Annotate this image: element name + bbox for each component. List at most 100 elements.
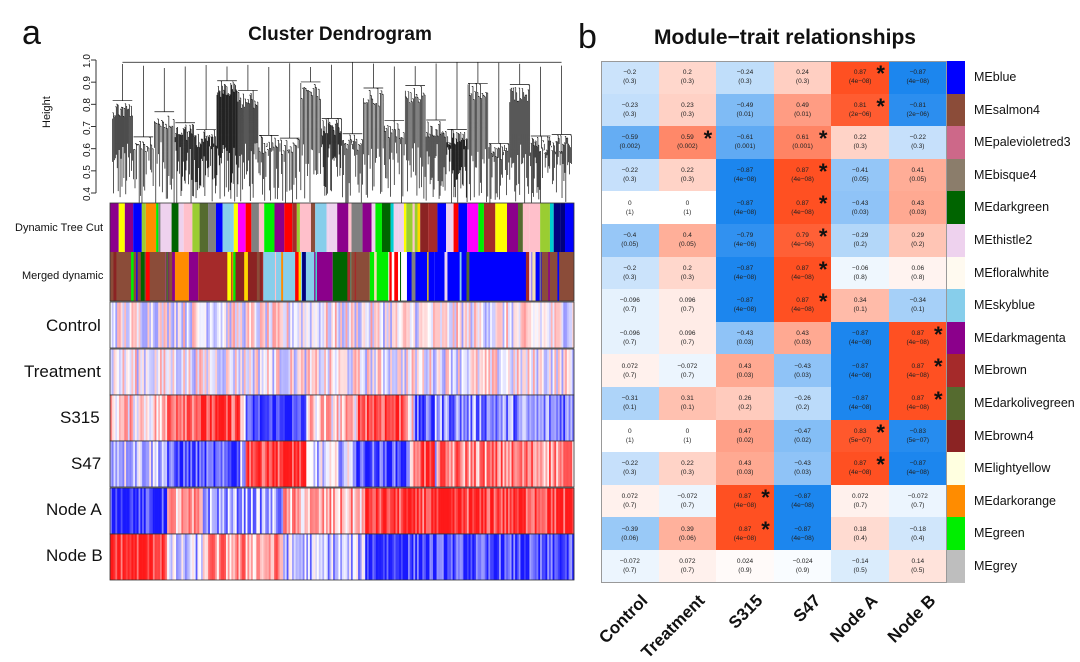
trait-heat-stripe xyxy=(313,488,316,534)
trait-heat-stripe xyxy=(543,441,546,487)
trait-heat-stripe xyxy=(416,302,420,348)
trait-heat-stripe xyxy=(120,534,123,580)
trait-heat-stripe xyxy=(190,302,193,348)
trait-heat-stripe xyxy=(229,441,232,487)
cell-pvalue: (0.1) xyxy=(911,306,925,314)
trait-heat-stripe xyxy=(234,488,238,534)
trait-heat-stripe xyxy=(127,395,130,441)
trait-heat-stripe xyxy=(374,395,377,441)
trait-heat-stripe xyxy=(509,441,512,487)
trait-heat-stripe xyxy=(206,441,209,487)
trait-heat-stripe xyxy=(270,534,273,580)
trait-heat-stripe xyxy=(127,534,130,580)
trait-heat-stripe xyxy=(265,395,268,441)
trait-heat-stripe xyxy=(322,349,325,395)
heatmap-cell: −0.87 (4e−08) xyxy=(716,289,774,322)
trait-heat-stripe xyxy=(193,441,196,487)
trait-heat-stripe xyxy=(218,395,221,441)
trait-heat-stripe xyxy=(336,349,339,395)
trait-heat-stripe xyxy=(406,441,409,487)
trait-heat-stripe xyxy=(336,441,339,487)
cell-pvalue: (0.02) xyxy=(794,436,812,444)
trait-heat-stripe xyxy=(450,534,453,580)
module-color-swatch xyxy=(946,550,965,583)
cell-pvalue: (0.01) xyxy=(794,110,812,118)
trait-heat-stripe xyxy=(140,534,143,580)
trait-heat-stripe xyxy=(167,534,170,580)
significance-star: * xyxy=(876,61,885,86)
trait-heat-stripe xyxy=(270,302,273,348)
heatmap-cell: 0.87 (4e−08) * xyxy=(716,517,774,550)
trait-heat-stripe xyxy=(374,349,377,395)
trait-heat-stripe xyxy=(197,302,200,348)
trait-heat-stripe xyxy=(181,488,184,534)
trait-heat-stripe xyxy=(195,534,198,580)
trait-heat-stripe xyxy=(433,488,436,534)
cell-correlation: 0.072 xyxy=(852,493,869,501)
trait-heat-stripe xyxy=(429,302,432,348)
trait-heat-stripe xyxy=(195,441,198,487)
cell-correlation: −0.4 xyxy=(623,232,637,240)
trait-heat-stripe xyxy=(486,349,489,395)
trait-heat-stripe xyxy=(176,302,179,348)
trait-heat-stripe xyxy=(299,488,302,534)
trait-heat-stripe xyxy=(424,441,427,487)
trait-heat-stripe xyxy=(322,441,325,487)
trait-heat-stripe xyxy=(427,395,430,441)
merged-dynamic-segment xyxy=(369,252,389,301)
trait-heat-stripe xyxy=(183,349,186,395)
trait-heat-stripe xyxy=(256,441,259,487)
trait-heat-stripe xyxy=(127,302,130,348)
trait-heat-stripe xyxy=(124,534,127,580)
trait-heat-stripe xyxy=(411,488,414,534)
trait-heat-stripe xyxy=(131,534,134,580)
heatmap-cell: 0.2 (0.3) xyxy=(658,256,717,290)
trait-heat-stripe xyxy=(254,441,257,487)
merged-dynamic-stripe xyxy=(548,252,550,301)
trait-heat-stripe xyxy=(441,534,445,580)
significance-star: * xyxy=(761,484,770,510)
trait-heat-stripe xyxy=(304,302,307,348)
trait-heat-stripe xyxy=(284,488,287,534)
trait-heat-stripe xyxy=(506,534,509,580)
trait-heat-stripe xyxy=(258,534,261,580)
trait-heat-stripe xyxy=(377,441,380,487)
trait-heat-stripe xyxy=(281,395,284,441)
trait-heat-stripe xyxy=(170,534,173,580)
trait-heat-stripe xyxy=(192,302,195,348)
trait-heat-stripe xyxy=(563,441,566,487)
trait-heat-stripe xyxy=(470,441,473,487)
trait-heat-stripe xyxy=(502,395,505,441)
cell-correlation: −0.87 xyxy=(909,460,927,468)
heatmap-cell: 0 (1) xyxy=(601,191,659,224)
trait-heat-stripe xyxy=(201,349,204,395)
trait-heat-stripe xyxy=(236,395,239,441)
trait-heat-stripe xyxy=(161,488,164,534)
trait-heat-stripe xyxy=(172,488,175,534)
module-label: MEsalmon4 xyxy=(974,102,1040,117)
trait-heat-stripe xyxy=(506,488,509,534)
cell-correlation: 0.06 xyxy=(911,264,925,272)
trait-heat-stripe xyxy=(324,488,327,534)
dynamic-tree-cut-segment xyxy=(483,203,496,252)
trait-heat-stripe xyxy=(190,395,193,441)
trait-heat-stripe xyxy=(384,441,387,487)
trait-heat-stripe xyxy=(415,395,418,441)
trait-heat-stripe xyxy=(532,349,536,395)
cell-correlation: −0.87 xyxy=(736,199,754,207)
merged-dynamic-stripe xyxy=(512,252,516,301)
trait-heat-stripe xyxy=(277,441,280,487)
cell-pvalue: (0.002) xyxy=(619,143,641,151)
trait-heat-stripe xyxy=(333,488,336,534)
trait-heat-stripe xyxy=(397,488,400,534)
trait-heat-stripe xyxy=(415,534,418,580)
trait-heat-stripe xyxy=(482,534,486,580)
trait-heat-stripe xyxy=(322,395,325,441)
trait-heat-stripe xyxy=(541,349,544,395)
trait-heat-stripe xyxy=(516,349,519,395)
trait-heat-stripe xyxy=(268,349,271,395)
trait-heat-stripe xyxy=(149,349,152,395)
trait-heat-stripe xyxy=(179,349,182,395)
panel-b-letter: b xyxy=(578,18,597,56)
trait-heat-stripe xyxy=(184,534,188,580)
